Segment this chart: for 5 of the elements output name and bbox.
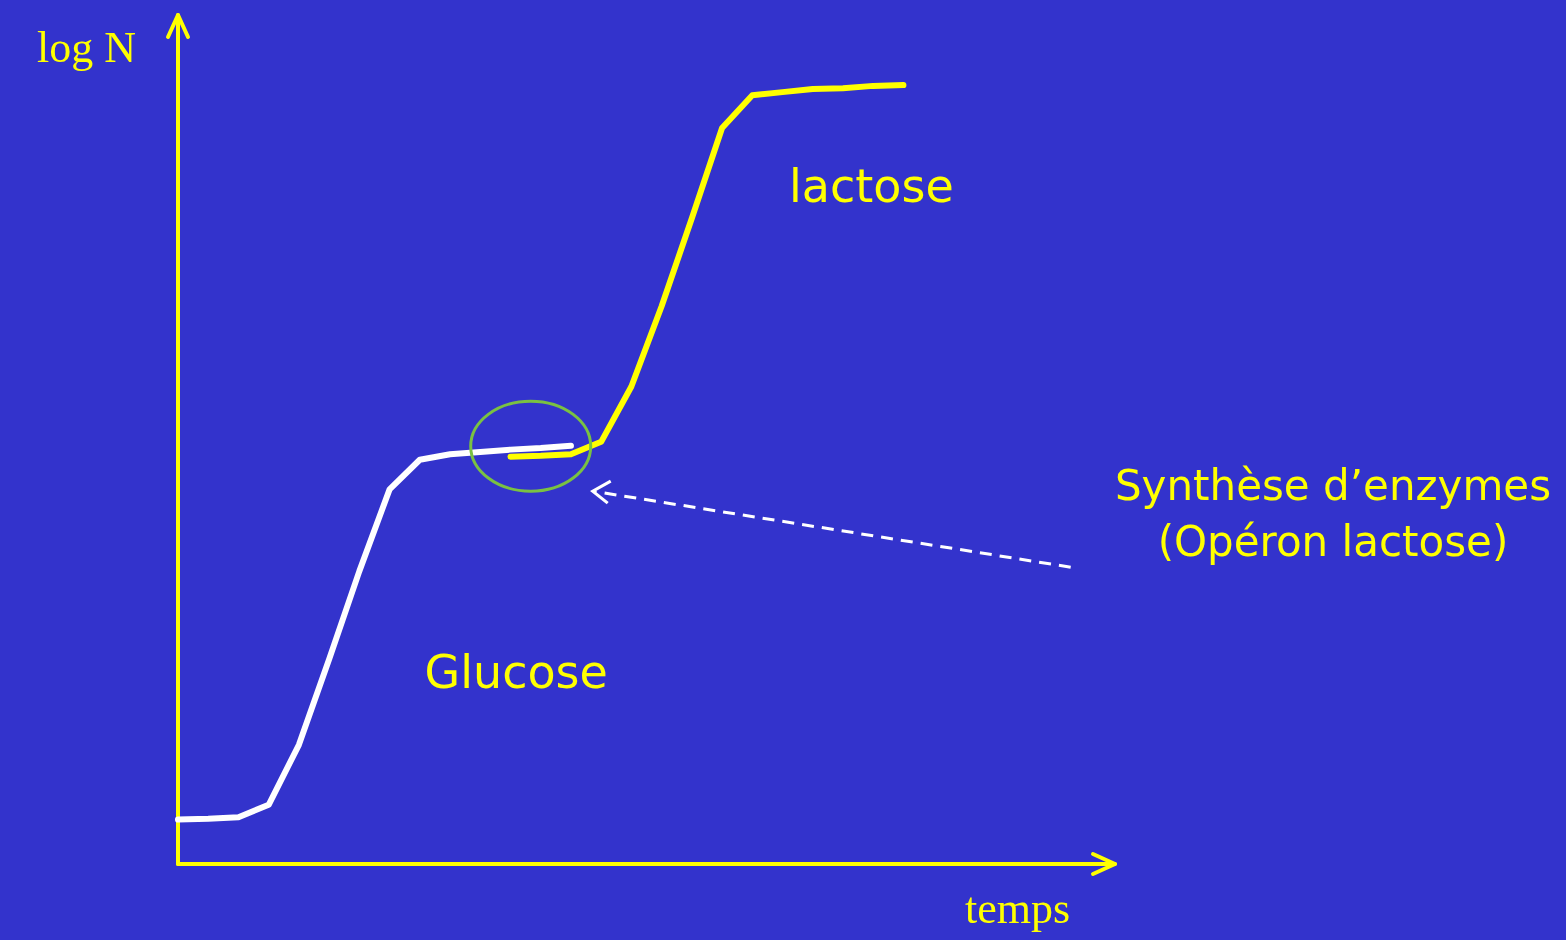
y-axis-title: log N <box>37 22 136 72</box>
series-label: lactose <box>789 158 954 213</box>
annotation: Synthèse d’enzymes (Opéron lactose) <box>1113 460 1553 568</box>
x-axis-title: temps <box>965 883 1071 933</box>
series-label: Glucose <box>424 645 608 700</box>
